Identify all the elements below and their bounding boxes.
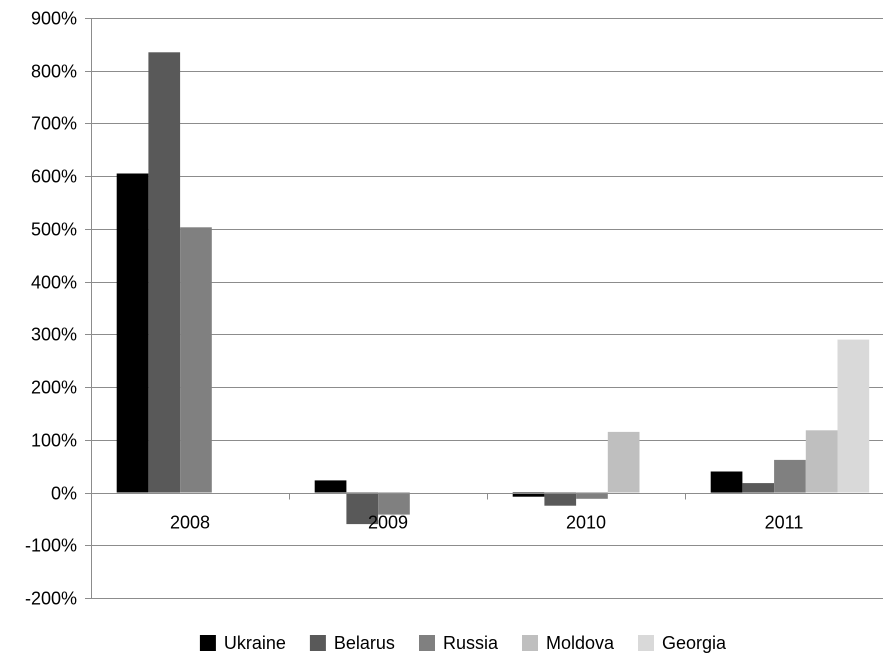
bar-moldova-2011 (805, 430, 838, 493)
bar-ukraine-2008 (116, 173, 149, 493)
legend-swatch (309, 635, 326, 651)
y-tick-label: -100% (25, 536, 77, 556)
bar-russia-2008 (180, 227, 212, 493)
y-tick-label: 200% (31, 378, 77, 398)
legend-item-georgia: Georgia (638, 633, 727, 653)
bar-russia-2010 (576, 492, 608, 499)
x-category-label: 2008 (170, 513, 210, 533)
legend-label: Russia (443, 633, 499, 653)
bar-russia-2009 (378, 492, 410, 515)
y-tick-label: -200% (25, 589, 77, 609)
x-category-label: 2009 (368, 513, 408, 533)
y-tick-label: 0% (51, 484, 77, 504)
legend-label: Ukraine (224, 633, 286, 653)
bar-moldova-2010 (607, 431, 640, 493)
y-tick-label: 300% (31, 325, 77, 345)
y-tick-label: 800% (31, 62, 77, 82)
bar-ukraine-2010 (512, 492, 545, 497)
legend-swatch (522, 635, 538, 651)
bar-belarus-2011 (742, 483, 775, 493)
y-tick-label: 500% (31, 220, 77, 240)
y-tick-label: 900% (31, 9, 77, 29)
legend-item-ukraine: Ukraine (199, 633, 286, 653)
legend-swatch (419, 635, 435, 651)
y-tick-label: 600% (31, 167, 77, 187)
legend-swatch (199, 635, 216, 651)
y-axis-tick-labels: -200% -100% 0% 100% 200% 300% 400% 500% 600% 700%… (25, 9, 77, 609)
x-axis-category-labels: 2008 2009 2010 2011 (170, 513, 803, 533)
bar-ukraine-2011 (710, 471, 743, 493)
legend-swatch (638, 635, 654, 651)
x-category-label: 2011 (765, 513, 804, 533)
y-tick-label: 400% (31, 273, 77, 293)
bar-russia-2011 (774, 459, 806, 493)
legend-label: Moldova (546, 633, 615, 653)
bar-belarus-2010 (544, 492, 577, 506)
bar-ukraine-2009 (314, 480, 347, 493)
y-tick-label: 100% (31, 431, 77, 451)
axes (91, 18, 883, 598)
legend-item-moldova: Moldova (522, 633, 615, 653)
legend: Ukraine Belarus Russia Moldova Georgia (199, 633, 727, 653)
legend-label: Belarus (334, 633, 395, 653)
bar-belarus-2008 (148, 52, 181, 493)
legend-label: Georgia (662, 633, 727, 653)
legend-item-russia: Russia (419, 633, 499, 653)
legend-item-belarus: Belarus (309, 633, 395, 653)
x-category-label: 2010 (566, 513, 606, 533)
bar-belarus-2009 (346, 492, 379, 525)
bar-georgia-2011 (837, 339, 870, 493)
bars (116, 52, 870, 525)
y-tick-label: 700% (31, 114, 77, 134)
